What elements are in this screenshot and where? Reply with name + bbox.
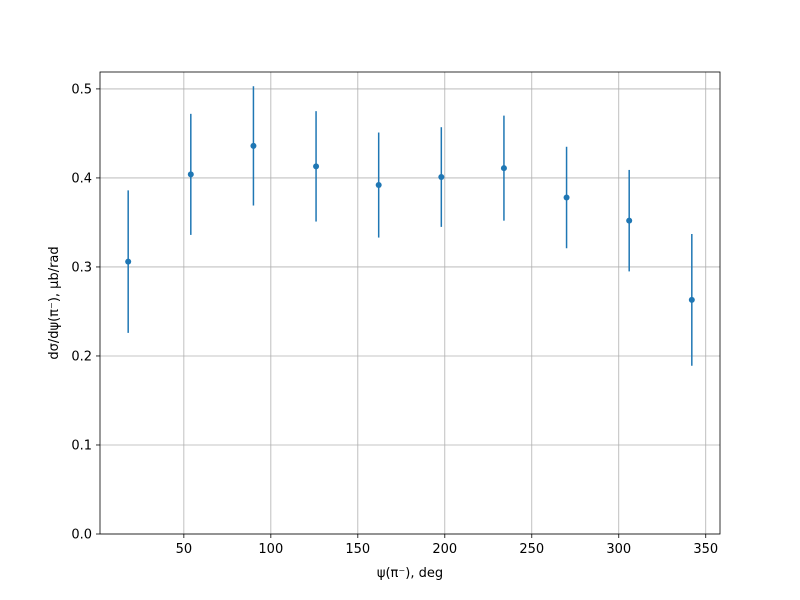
data-point bbox=[187, 171, 194, 178]
data-point bbox=[688, 296, 695, 303]
y-tick-label: 0.0 bbox=[71, 528, 92, 543]
data-point bbox=[250, 142, 257, 149]
x-tick-label: 150 bbox=[345, 542, 370, 557]
x-tick-label: 50 bbox=[176, 542, 193, 557]
data-point bbox=[313, 163, 320, 170]
x-tick-label: 200 bbox=[432, 542, 457, 557]
x-axis-label: ψ(π⁻), deg bbox=[377, 566, 443, 581]
y-tick-label: 0.4 bbox=[71, 171, 92, 186]
y-tick-label: 0.1 bbox=[71, 438, 92, 453]
data-point bbox=[563, 194, 570, 201]
x-tick-label: 250 bbox=[519, 542, 544, 557]
data-point bbox=[375, 182, 382, 189]
x-tick-label: 300 bbox=[606, 542, 631, 557]
data-point bbox=[626, 217, 633, 224]
plot-frame bbox=[99, 71, 721, 535]
y-tick-label: 0.3 bbox=[71, 260, 92, 275]
y-tick-label: 0.2 bbox=[71, 349, 92, 364]
x-tick-label: 350 bbox=[693, 542, 718, 557]
y-tick-label: 0.5 bbox=[71, 82, 92, 97]
data-point bbox=[125, 258, 132, 265]
data-point bbox=[438, 174, 445, 181]
x-tick-label: 100 bbox=[258, 542, 283, 557]
y-axis-label: dσ/dψ(π⁻), μb/rad bbox=[47, 246, 62, 359]
data-point bbox=[500, 165, 507, 172]
